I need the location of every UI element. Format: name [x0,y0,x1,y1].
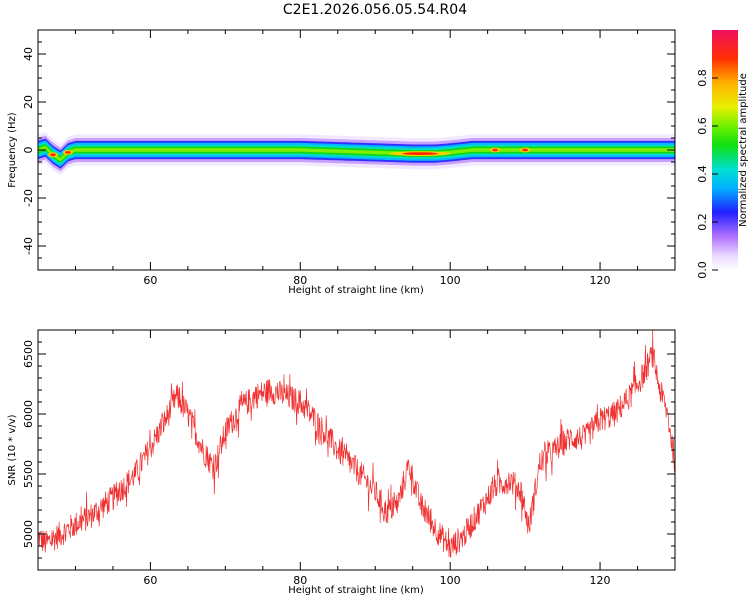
snr-series-line [38,330,675,559]
colorbar-tick-label: 0.2 [696,213,709,231]
snr-background [38,330,675,570]
colorbar-tick-label: 0.0 [696,261,709,279]
spectrogram-xtick-label: 60 [143,274,157,287]
spectrogram-ytick-label: -20 [22,189,35,207]
colorbar-label: Normalized spectral amplitude [738,73,749,227]
spectrogram-image [38,132,675,176]
spectrogram-band-6 [38,145,675,162]
spectrogram-hotspot-core [402,152,439,156]
spectrogram-hotspot-core [492,148,499,152]
snr-ylabel: SNR (10 * v/v) [7,414,18,485]
spectrogram-xtick-label: 80 [293,274,307,287]
colorbar-tick-label: 0.4 [696,165,709,183]
snr-ytick-label: 5000 [22,520,35,548]
figure-title: C2E1.2026.056.05.54.R04 [283,2,467,18]
spectrogram-hotspot-core [64,151,71,154]
spectrogram-xtick-label: 100 [440,274,461,287]
colorbar-gradient [712,30,738,270]
snr-xtick-label: 60 [143,574,157,587]
spectrogram-ylabel: Frequency (Hz) [7,112,18,188]
colorbar-ticks: 0.0 0.2 0.4 0.6 0.8 [696,69,718,279]
snr-xtick-label: 80 [293,574,307,587]
spectrogram-hotspot-core [522,148,529,152]
snr-xlabel: Height of straight line (km) [288,585,424,596]
spectrogram-ytick-label: 40 [22,47,35,61]
colorbar-tick-label: 0.6 [696,117,709,135]
spectrogram-xtick-label: 120 [590,274,611,287]
spectrogram-frame [37,29,676,271]
snr-ytick-label: 5500 [22,460,35,488]
spectrogram-panel: 60 80 100 120 40 20 0 -20 -40 Height of straight… [7,29,676,296]
snr-xtick-label: 120 [590,574,611,587]
spectrogram-ytick-label: -40 [22,237,35,255]
colorbar: 0.0 0.2 0.4 0.6 0.8 Normalized spectral ampl… [696,30,749,279]
spectrogram-ticks: 60 80 100 120 40 20 0 -20 -40 [22,29,676,287]
spectrogram-ytick-label: 0 [22,147,35,154]
spectrogram-ytick-label: 20 [22,95,35,109]
snr-frame [37,329,676,571]
snr-panel: 60 80 100 120 6500 6000 5500 5000 Height of str… [7,329,676,596]
spectrogram-xlabel: Height of straight line (km) [288,285,424,296]
spectrogram-hotspot-core [49,153,56,157]
snr-xtick-label: 100 [440,574,461,587]
snr-ytick-label: 6500 [22,340,35,368]
snr-ytick-label: 6000 [22,400,35,428]
colorbar-tick-label: 0.8 [696,69,709,87]
